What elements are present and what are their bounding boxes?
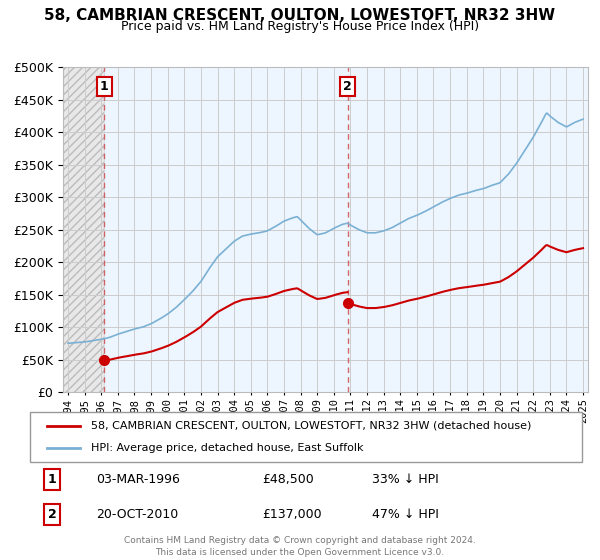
Text: 2: 2 bbox=[343, 80, 352, 93]
Text: Contains HM Land Registry data © Crown copyright and database right 2024.
This d: Contains HM Land Registry data © Crown c… bbox=[124, 536, 476, 557]
Text: HPI: Average price, detached house, East Suffolk: HPI: Average price, detached house, East… bbox=[91, 443, 363, 453]
Text: 33% ↓ HPI: 33% ↓ HPI bbox=[372, 473, 439, 486]
Text: 58, CAMBRIAN CRESCENT, OULTON, LOWESTOFT, NR32 3HW (detached house): 58, CAMBRIAN CRESCENT, OULTON, LOWESTOFT… bbox=[91, 421, 531, 431]
Text: 1: 1 bbox=[48, 473, 56, 486]
Text: 03-MAR-1996: 03-MAR-1996 bbox=[96, 473, 180, 486]
Text: £48,500: £48,500 bbox=[262, 473, 314, 486]
Text: 58, CAMBRIAN CRESCENT, OULTON, LOWESTOFT, NR32 3HW: 58, CAMBRIAN CRESCENT, OULTON, LOWESTOFT… bbox=[44, 8, 556, 24]
Bar bbox=[104, 67, 588, 392]
Text: £137,000: £137,000 bbox=[262, 508, 322, 521]
Bar bbox=[63, 67, 104, 392]
Text: 1: 1 bbox=[100, 80, 109, 93]
Text: 2: 2 bbox=[48, 508, 56, 521]
FancyBboxPatch shape bbox=[30, 412, 582, 462]
Text: 20-OCT-2010: 20-OCT-2010 bbox=[96, 508, 178, 521]
Text: 47% ↓ HPI: 47% ↓ HPI bbox=[372, 508, 439, 521]
Text: Price paid vs. HM Land Registry's House Price Index (HPI): Price paid vs. HM Land Registry's House … bbox=[121, 20, 479, 32]
